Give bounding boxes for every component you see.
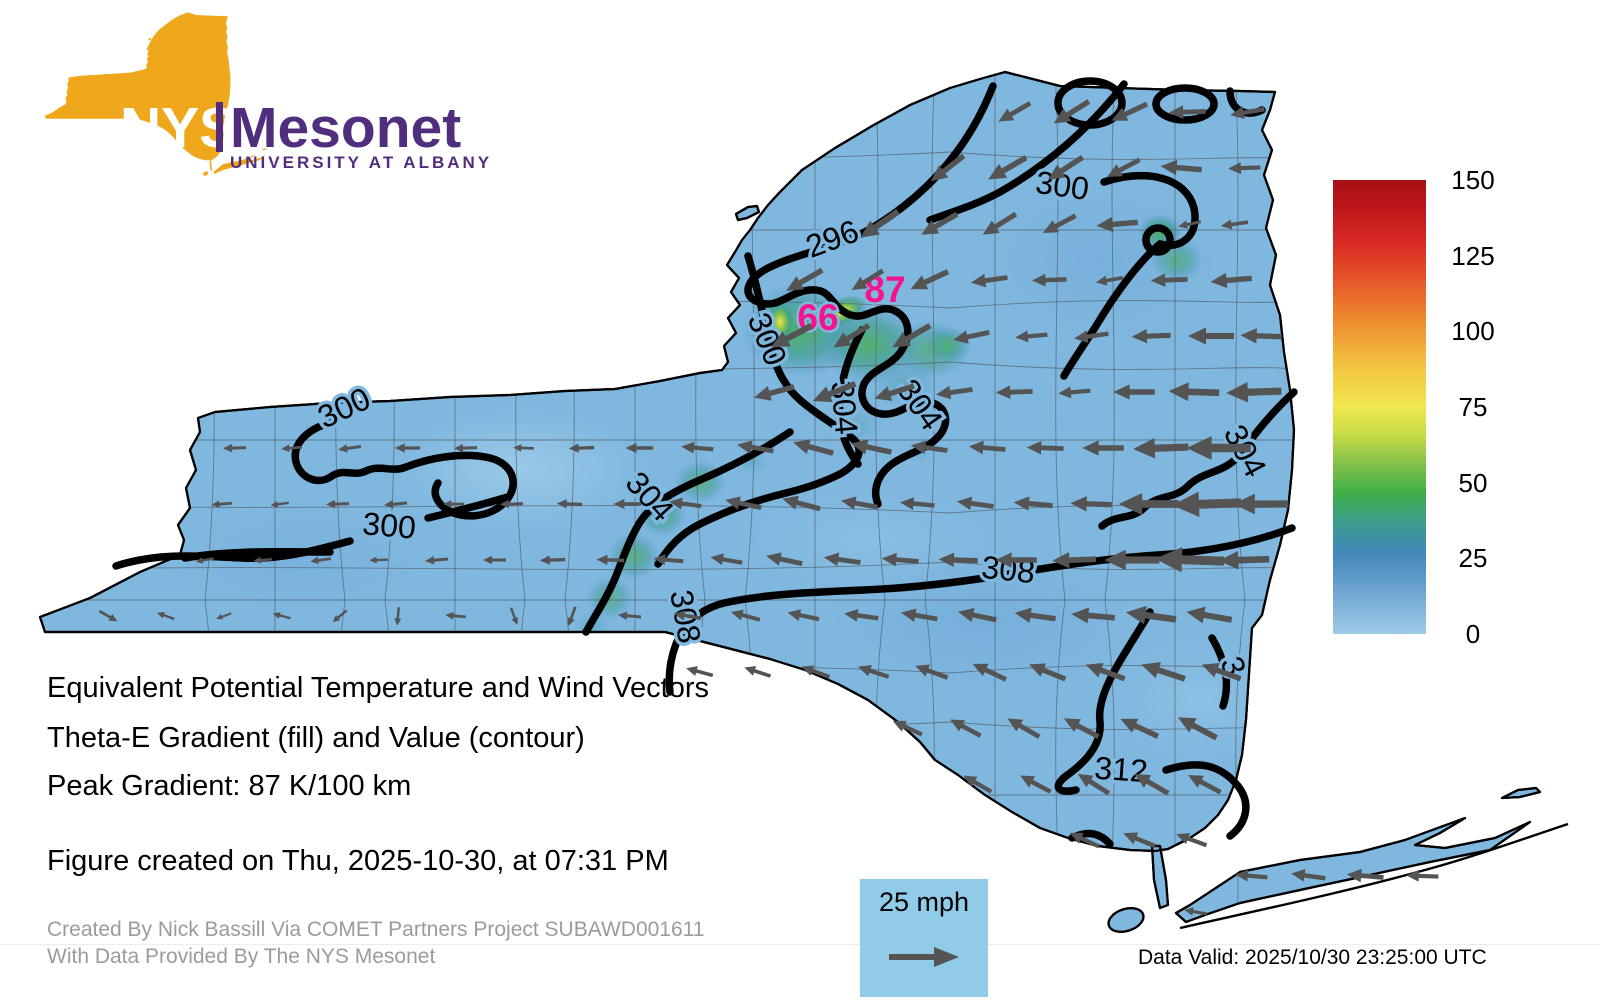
contour-line-304-band xyxy=(582,428,794,636)
contour-label: 300 xyxy=(361,505,417,546)
nys-mesonet-logo: NYS Mesonet UNIVERSITY AT ALBANY xyxy=(45,12,492,176)
contour-line-312 xyxy=(1054,608,1250,840)
contour-line-300-west-shore xyxy=(654,252,863,568)
contour-line-300-west-upper xyxy=(291,418,517,520)
separator-line xyxy=(0,944,1600,945)
title-line-3: Peak Gradient: 87 K/100 km xyxy=(47,770,412,802)
wind-vector-arrow-icon xyxy=(742,662,773,681)
logo-subtitle: UNIVERSITY AT ALBANY xyxy=(230,153,492,172)
contour-oval-1 xyxy=(1054,77,1126,129)
colorbar-tick-label: 100 xyxy=(1451,316,1495,347)
contour-line-300-erie-shore xyxy=(181,548,334,562)
figure-created-text: Figure created on Thu, 2025-10-30, at 07… xyxy=(47,845,669,877)
colorbar-tick-label: 25 xyxy=(1458,543,1488,574)
colorbar-tick-label: 75 xyxy=(1458,392,1488,422)
contour-ring xyxy=(1142,224,1174,256)
contour-label: 312 xyxy=(1093,750,1149,790)
data-valid-timestamp: Data Valid: 2025/10/30 23:25:00 UTC xyxy=(1138,946,1487,969)
contour-line-300-north-left xyxy=(926,80,1128,224)
wind-speed-legend-arrow-icon xyxy=(889,947,959,967)
colorbar-tick-label: 50 xyxy=(1458,467,1488,498)
colorbar-gradient xyxy=(1333,180,1426,634)
contour-line-304-vertical xyxy=(835,326,866,468)
wind-speed-legend: 25 mph xyxy=(860,879,988,997)
colorbar-tick-label: 125 xyxy=(1451,240,1495,271)
title-line-2: Theta-E Gradient (fill) and Value (conto… xyxy=(47,722,585,754)
title-line-1: Equivalent Potential Temperature and Win… xyxy=(47,672,710,704)
contour-line-304-east xyxy=(1098,388,1298,530)
contour-line-296 xyxy=(744,82,997,508)
credit-line-2: With Data Provided By The NYS Mesonet xyxy=(47,945,436,968)
wind-speed-legend-label: 25 mph xyxy=(878,887,970,917)
contour-oval-2 xyxy=(1152,84,1218,124)
contour-line-308 xyxy=(665,524,1296,696)
colorbar-tick-label: 0 xyxy=(1465,619,1481,649)
colorbar-tick-label: 150 xyxy=(1451,165,1495,195)
peak-gradient-value-label: 87 xyxy=(864,269,905,310)
logo-name: Mesonet xyxy=(230,96,461,160)
logo-divider xyxy=(216,102,223,152)
credit-line-1: Created By Nick Bassill Via COMET Partne… xyxy=(47,918,705,941)
